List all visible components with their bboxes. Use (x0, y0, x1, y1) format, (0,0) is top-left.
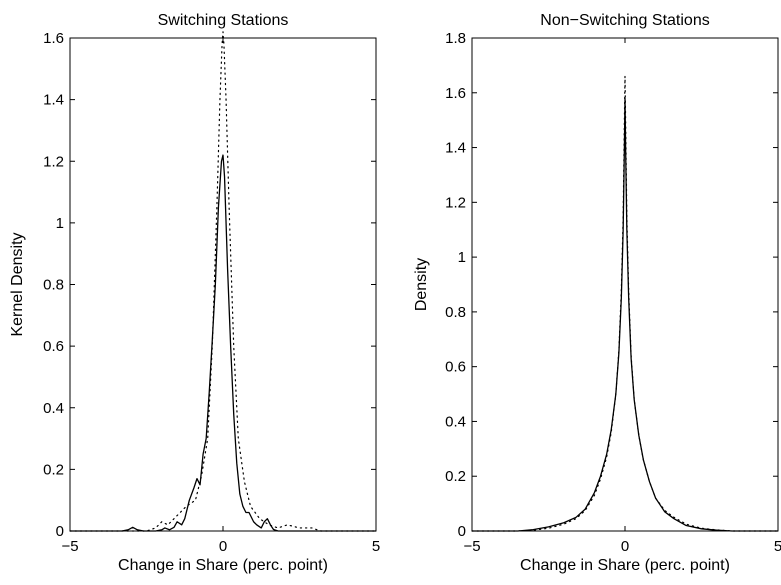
panel-left-ytick-label: 1.2 (43, 153, 64, 170)
panel-right-ytick-label: 1.4 (445, 140, 466, 157)
panel-left-ytick-label: 1 (56, 215, 64, 232)
panel-left-series-solid-line (70, 154, 376, 532)
panel-left-ytick-label: 0.8 (43, 277, 64, 294)
panel-right-ytick-label: 1.8 (445, 30, 466, 47)
panel-left-series-dotted-line (69, 31, 377, 532)
panel-right-xtick-label: 5 (774, 538, 781, 555)
panel-right-ytick-label: 0.8 (445, 304, 466, 321)
panel-right-title: Non−Switching Stations (540, 12, 709, 29)
panel-right-ytick-label: 0.6 (445, 359, 466, 376)
panel-right-series-solid-line (472, 97, 778, 532)
panel-left-xtick-label: 0 (219, 538, 227, 555)
panel-right-series-dotted-line (471, 75, 779, 532)
panel-right-ytick-label: 0 (458, 523, 466, 540)
panel-left-ytick-label: 1.6 (43, 30, 64, 47)
panel-right-ytick-label: 1.2 (445, 194, 466, 211)
panel-right-xtick-label: −5 (463, 538, 480, 555)
panel-right-ytick-label: 0.4 (445, 413, 466, 430)
panel-left-xtick-label: −5 (61, 538, 78, 555)
panel-left-xtick-label: 5 (372, 538, 380, 555)
panel-left-y-axis-label: Kernel Density (9, 232, 26, 336)
panel-left-ytick-label: 1.4 (43, 92, 64, 109)
panel-right-ytick-label: 0.2 (445, 468, 466, 485)
panel-left-ytick-label: 0.2 (43, 461, 64, 478)
panel-left-ytick-label: 0.4 (43, 400, 64, 417)
panel-right-y-axis-label: Density (413, 258, 430, 311)
panel-right-xtick-label: 0 (621, 538, 629, 555)
panel-left-ytick-label: 0.6 (43, 338, 64, 355)
panel-left-axes-box (69, 37, 377, 532)
panel-left-ytick-label: 0 (56, 523, 64, 540)
panel-left-title: Switching Stations (158, 12, 289, 29)
panel-right-ytick-label: 1 (458, 249, 466, 266)
panel-right-ytick-label: 1.6 (445, 85, 466, 102)
panel-right-x-axis-label: Change in Share (perc. point) (520, 557, 730, 574)
panel-left-x-axis-label: Change in Share (perc. point) (118, 557, 328, 574)
